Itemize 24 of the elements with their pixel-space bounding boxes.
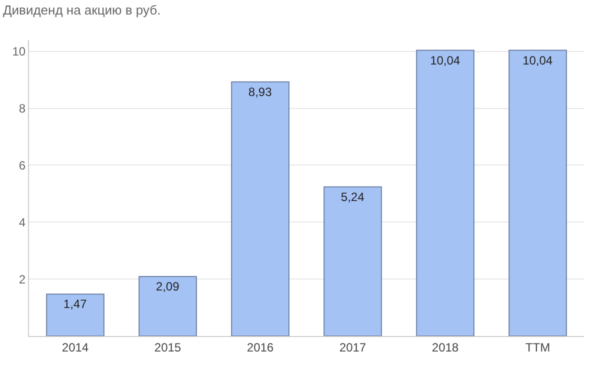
x-tick-label: 2014 — [62, 340, 89, 354]
data-label: 1,47 — [63, 297, 88, 312]
bar — [324, 186, 382, 336]
y-tick-label: 2 — [18, 272, 26, 286]
bar — [508, 50, 567, 336]
x-tick-label: 2017 — [339, 340, 366, 354]
x-tick-label: 2018 — [432, 340, 459, 354]
bar — [138, 276, 197, 336]
data-label: 10,04 — [430, 53, 460, 68]
x-tick-label: 2016 — [246, 340, 274, 354]
data-label: 10,04 — [522, 53, 553, 68]
y-tick-label: 6 — [18, 158, 26, 172]
y-tick-label: 10 — [12, 44, 26, 59]
y-tick-label: 8 — [18, 102, 26, 116]
y-tick-label: 4 — [18, 215, 26, 230]
data-label: 5,24 — [340, 190, 365, 204]
bar — [231, 81, 290, 336]
x-tick-label: TTM — [525, 340, 550, 354]
x-tick-label: 2015 — [154, 340, 182, 354]
bar — [416, 50, 474, 336]
data-label: 8,93 — [248, 84, 272, 99]
chart-title: Дивиденд на акцию в руб. — [2, 2, 161, 18]
bar — [46, 294, 104, 336]
data-label: 2,09 — [156, 280, 180, 294]
